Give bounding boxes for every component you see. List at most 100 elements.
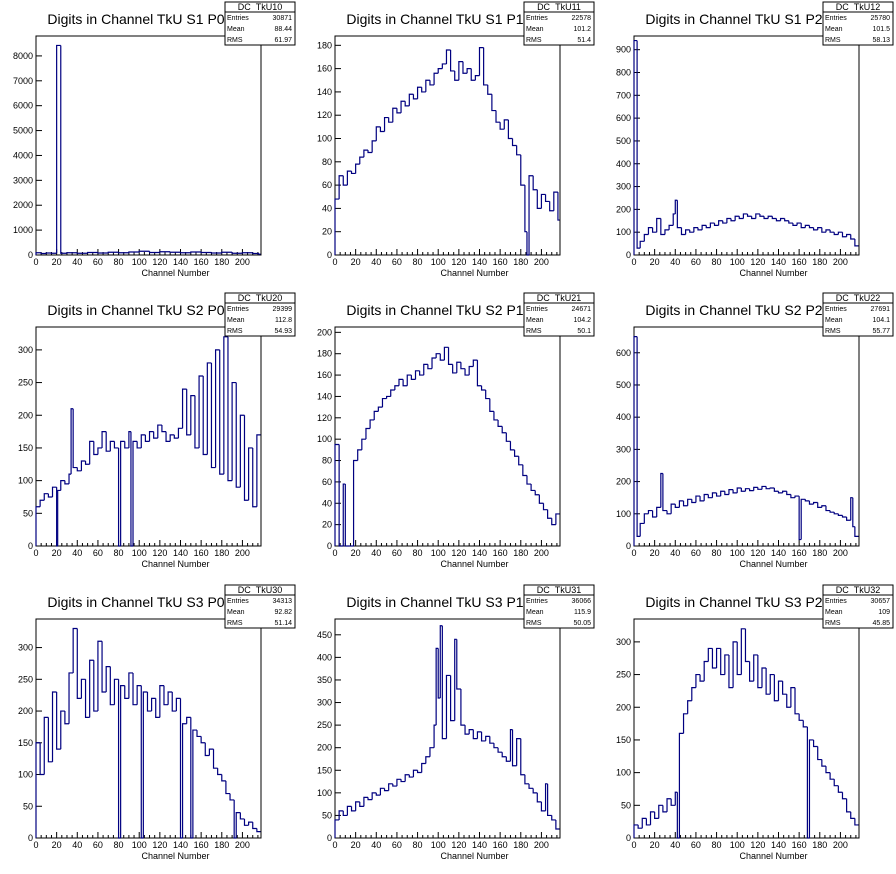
- histogram-bin: [656, 506, 661, 518]
- histogram-bin: [429, 747, 435, 757]
- histogram-bin: [421, 762, 426, 773]
- histogram-bin: [177, 427, 183, 439]
- stats-label-mean: Mean: [227, 26, 245, 33]
- histogram-bin: [388, 783, 393, 791]
- histogram-bin: [645, 818, 651, 826]
- histogram-bin: [441, 63, 447, 69]
- histogram-bin: [771, 216, 777, 220]
- histogram-bin: [744, 628, 750, 663]
- histogram-bin: [555, 819, 560, 830]
- histogram-bin: [636, 336, 641, 537]
- x-tick-label: 0: [631, 548, 636, 558]
- histogram-bin: [161, 425, 167, 433]
- histogram-bin: [524, 185, 527, 233]
- histogram-bin: [707, 494, 713, 499]
- x-tick-label: 40: [371, 840, 381, 850]
- x-tick-label: 100: [730, 840, 745, 850]
- histogram-bin: [769, 673, 775, 695]
- stats-value-rms: 51.14: [274, 620, 292, 627]
- x-tick-label: 0: [332, 257, 337, 267]
- stats-box: DC_TkU31 Entries 36066 Mean 115.9 RMS 50.05: [523, 584, 595, 629]
- histogram-bin: [148, 430, 154, 442]
- x-tick-label: 160: [792, 548, 807, 558]
- histogram-bin: [406, 374, 412, 386]
- histogram-bin: [56, 692, 61, 750]
- x-tick-label: 0: [33, 257, 38, 267]
- stats-box: DC_TkU12 Entries 25780 Mean 101.5 RMS 58.13: [822, 1, 894, 46]
- histogram-bin: [196, 730, 202, 738]
- x-tick-label: 120: [451, 840, 466, 850]
- histogram-bin: [718, 220, 723, 226]
- histogram-bin: [769, 487, 775, 489]
- histogram-bin: [117, 447, 121, 547]
- y-tick-label: 100: [317, 434, 332, 444]
- histogram-bin: [837, 513, 843, 517]
- histogram-bin: [252, 447, 257, 508]
- x-tick-label: 160: [792, 840, 807, 850]
- histogram-bin: [812, 501, 818, 505]
- stats-label-mean: Mean: [825, 26, 843, 33]
- histogram-bin: [105, 431, 111, 452]
- histogram-bin: [850, 497, 853, 521]
- histogram-bin: [796, 222, 802, 226]
- y-tick-label: 200: [616, 204, 631, 214]
- y-tick-label: 350: [317, 675, 332, 685]
- histogram-bin: [516, 738, 521, 766]
- histogram-bin: [470, 68, 476, 81]
- histogram-bin: [460, 362, 466, 370]
- histogram-bin: [817, 502, 822, 508]
- histogram-bin: [64, 480, 70, 485]
- y-tick-label: 300: [18, 345, 33, 355]
- histogram-bin: [695, 673, 701, 688]
- histogram-bin: [89, 440, 94, 465]
- histogram-bin: [790, 494, 796, 499]
- histogram-bin: [854, 818, 859, 826]
- histogram-bin: [138, 250, 150, 253]
- histogram-bin: [522, 464, 527, 477]
- x-tick-label: 40: [670, 840, 680, 850]
- histogram-bin: [658, 804, 663, 819]
- histogram-bin: [798, 713, 804, 721]
- histogram-bin: [51, 486, 57, 497]
- histogram-bin: [408, 774, 414, 778]
- histogram-bin: [223, 336, 228, 475]
- x-tick-label: 40: [371, 548, 381, 558]
- histogram-bin: [755, 213, 760, 219]
- histogram-svg: Digits in Channel TkU S2 P1 0 20 40 60 80 100 1…: [317, 292, 595, 569]
- histogram-bin: [798, 496, 802, 541]
- histogram-bin: [449, 675, 455, 722]
- stats-body-box: [822, 11, 894, 46]
- stats-name: DC_TkU30: [238, 585, 283, 595]
- histogram-bin: [439, 625, 443, 699]
- y-tick-label: 100: [317, 134, 332, 144]
- stats-value-mean: 104.1: [872, 317, 890, 324]
- histogram-bin: [68, 473, 72, 484]
- histogram-bin: [402, 379, 408, 387]
- histogram-bin: [697, 227, 703, 231]
- histogram-bin: [728, 489, 734, 495]
- histogram-bin: [375, 792, 381, 796]
- histogram-bin: [804, 499, 810, 502]
- histogram-bin: [464, 368, 470, 376]
- y-tick-label: 80: [322, 456, 332, 466]
- histogram-bin: [536, 792, 542, 803]
- histogram-bin: [140, 685, 144, 839]
- histogram-bin: [643, 513, 649, 524]
- histogram-bin: [198, 375, 204, 448]
- histogram-bin: [825, 229, 831, 233]
- stats-name: DC_TkU20: [238, 293, 283, 303]
- x-tick-label: 120: [750, 840, 765, 850]
- histogram-bin: [513, 449, 519, 457]
- x-tick-label: 20: [52, 548, 62, 558]
- histogram-bin: [687, 498, 692, 506]
- histogram-bin: [445, 49, 451, 64]
- stats-body-box: [523, 302, 595, 337]
- x-tick-label: 120: [152, 257, 167, 267]
- histogram-bin: [40, 252, 47, 255]
- panel-title: Digits in Channel TkU S2 P1: [346, 302, 523, 318]
- x-tick-label: 60: [392, 840, 402, 850]
- histogram-bin: [526, 231, 530, 256]
- stats-value-mean: 88.44: [274, 26, 292, 33]
- y-tick-label: 250: [616, 670, 631, 680]
- histogram-panel: Digits in Channel TkU S2 P0 0 20 40 60 80 100 1…: [0, 291, 298, 581]
